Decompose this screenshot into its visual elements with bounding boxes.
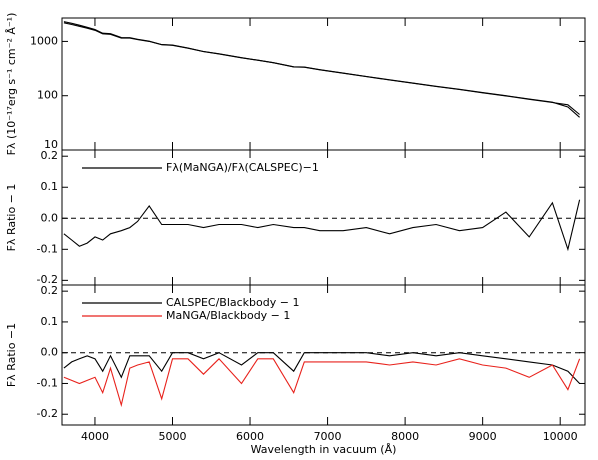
y-tick-label: -0.2 — [37, 273, 58, 286]
x-tick-label: 4000 — [81, 430, 109, 443]
x-tick-label: 7000 — [314, 430, 342, 443]
y-tick-label: -0.1 — [37, 376, 58, 389]
legend-label: CALSPEC/Blackbody − 1 — [166, 296, 299, 309]
y-tick-label: 100 — [37, 89, 58, 102]
x-tick-label: 5000 — [158, 430, 186, 443]
y-tick-label: 0.2 — [41, 284, 59, 297]
x-tick-label: 6000 — [236, 430, 264, 443]
y-axis-label: Fλ Ratio −1 — [5, 323, 18, 387]
y-tick-label: -0.2 — [37, 407, 58, 420]
data-line — [63, 358, 581, 408]
panel-frame — [61, 284, 586, 426]
y-axis-label: Fλ (10⁻¹⁷erg s⁻¹ cm⁻² Å⁻¹) — [5, 13, 18, 156]
x-tick-label: 10000 — [543, 430, 578, 443]
y-axis-label: Fλ Ratio − 1 — [5, 184, 18, 252]
x-tick-label: 9000 — [469, 430, 497, 443]
y-tick-label: 10 — [44, 138, 58, 151]
y-tick-label: 0.0 — [41, 346, 59, 359]
data-line — [63, 199, 581, 252]
y-tick-label: -0.1 — [37, 242, 58, 255]
legend-label: MaNGA/Blackbody − 1 — [166, 309, 290, 322]
y-tick-label: 0.1 — [41, 180, 59, 193]
data-line — [63, 352, 580, 384]
x-axis-label: Wavelength in vacuum (Å) — [251, 443, 397, 456]
y-tick-label: 1000 — [30, 34, 58, 47]
y-tick-label: 0.0 — [41, 211, 59, 224]
data-line — [63, 22, 580, 115]
legend-label: Fλ(MaNGA)/Fλ(CALSPEC)−1 — [166, 161, 319, 174]
panel-frame — [61, 17, 586, 151]
data-line — [63, 21, 580, 118]
y-tick-label: 0.2 — [41, 149, 59, 162]
y-tick-label: 0.1 — [41, 315, 59, 328]
x-tick-label: 8000 — [391, 430, 419, 443]
